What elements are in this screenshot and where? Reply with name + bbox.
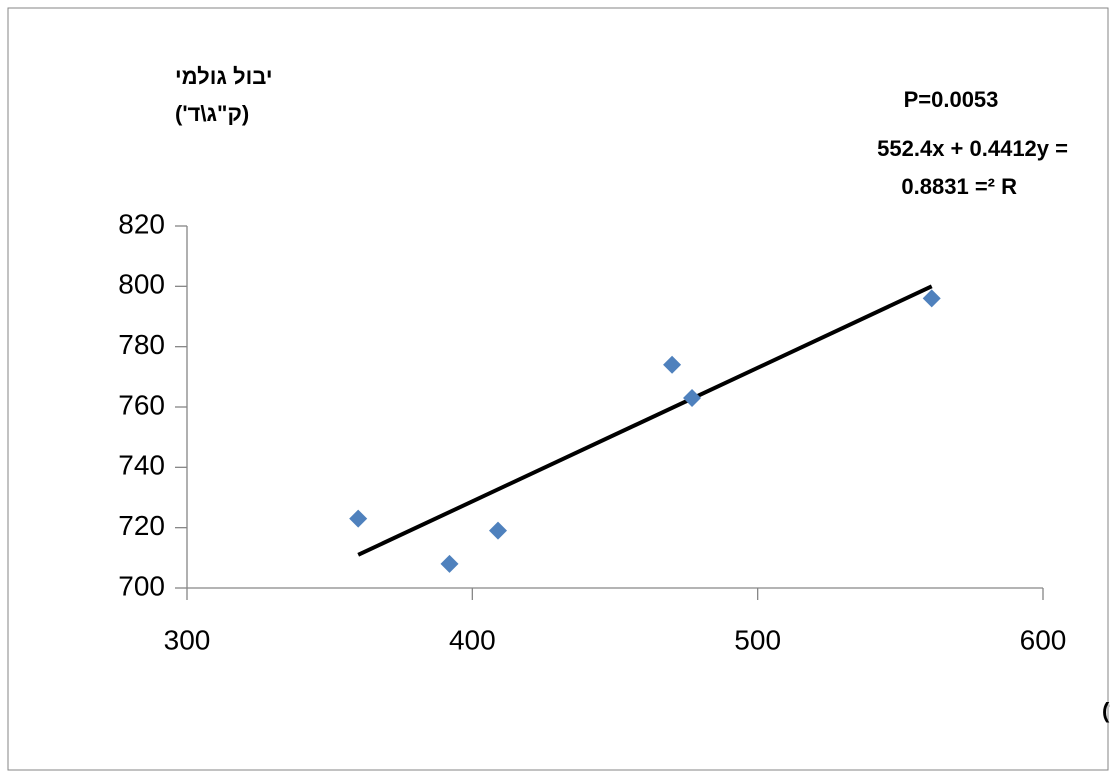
data-point: [440, 554, 459, 573]
chart-frame: [7, 7, 1109, 771]
y-axis-label: (ק"ג\ד'): [175, 101, 249, 126]
x-tick-label: 400: [449, 624, 496, 655]
data-point: [922, 289, 941, 308]
annotation: 0.8831 =² R: [901, 174, 1017, 199]
x-tick-label: 600: [1020, 624, 1067, 655]
annotation: 552.4x + 0.4412y =: [877, 136, 1068, 161]
y-tick-label: 700: [118, 570, 165, 601]
data-point: [683, 388, 702, 407]
y-tick-label: 820: [118, 208, 165, 239]
data-point: [349, 509, 368, 528]
y-tick-label: 760: [118, 389, 165, 420]
y-axis-label: יבול גולמי: [175, 64, 273, 89]
data-point: [489, 521, 508, 540]
y-tick-label: 720: [118, 510, 165, 541]
y-tick-label: 800: [118, 269, 165, 300]
y-tick-label: 780: [118, 329, 165, 360]
x-tick-label: 500: [734, 624, 781, 655]
data-point: [663, 355, 682, 374]
x-axis-label: חומר יבש גבעולים (גר'\מ"ר): [1102, 698, 1110, 723]
y-tick-label: 740: [118, 450, 165, 481]
x-tick-label: 300: [164, 624, 211, 655]
trendline: [357, 284, 933, 557]
annotation: P=0.0053: [904, 87, 999, 112]
